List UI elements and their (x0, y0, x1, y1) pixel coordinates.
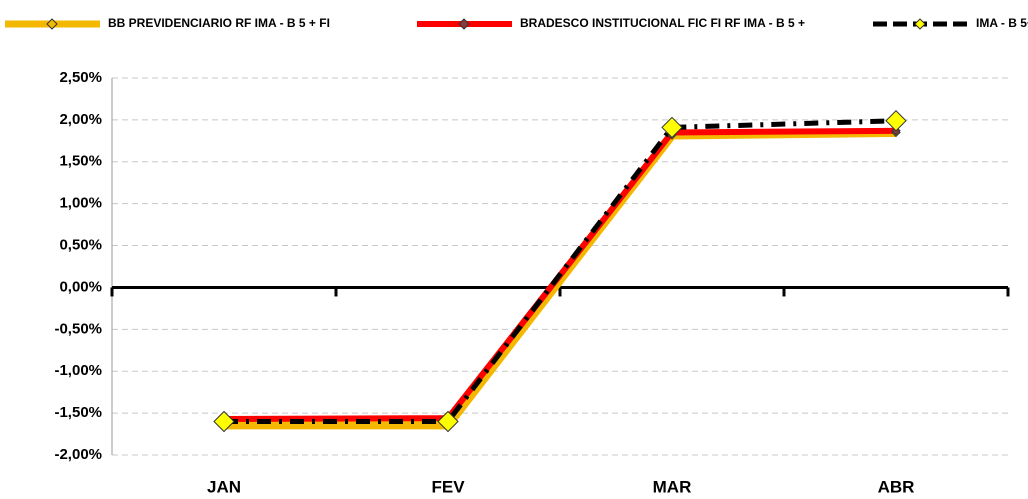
y-tick-label: 2,00% (59, 111, 102, 128)
marker (661, 116, 683, 139)
y-tick-label: -2,00% (54, 446, 102, 463)
y-tick-label: -1,50% (54, 404, 102, 421)
marker (437, 410, 459, 433)
x-tick-label: FEV (431, 477, 465, 496)
y-tick-label: -1,00% (54, 362, 102, 379)
legend-label: IMA - B 5+ (976, 16, 1028, 30)
marker (213, 410, 235, 433)
y-tick-label: 1,00% (59, 195, 102, 212)
legend-marker (914, 18, 926, 30)
series-line (224, 118, 897, 424)
y-tick-label: 1,50% (59, 153, 102, 170)
marker (885, 110, 907, 132)
legend-label: BRADESCO INSTITUCIONAL FIC FI RF IMA - B… (520, 16, 805, 30)
x-tick-label: MAR (653, 477, 692, 496)
legend-marker (46, 18, 58, 30)
x-tick-label: JAN (207, 477, 241, 496)
y-tick-label: 2,50% (59, 69, 102, 86)
y-tick-label: 0,00% (59, 278, 102, 295)
legend-marker (458, 18, 470, 30)
x-tick-label: ABR (878, 477, 915, 496)
y-tick-label: 0,50% (59, 237, 102, 254)
y-tick-label: -0,50% (54, 320, 102, 337)
legend-label: BB PREVIDENCIARIO RF IMA - B 5 + FI (108, 16, 330, 30)
